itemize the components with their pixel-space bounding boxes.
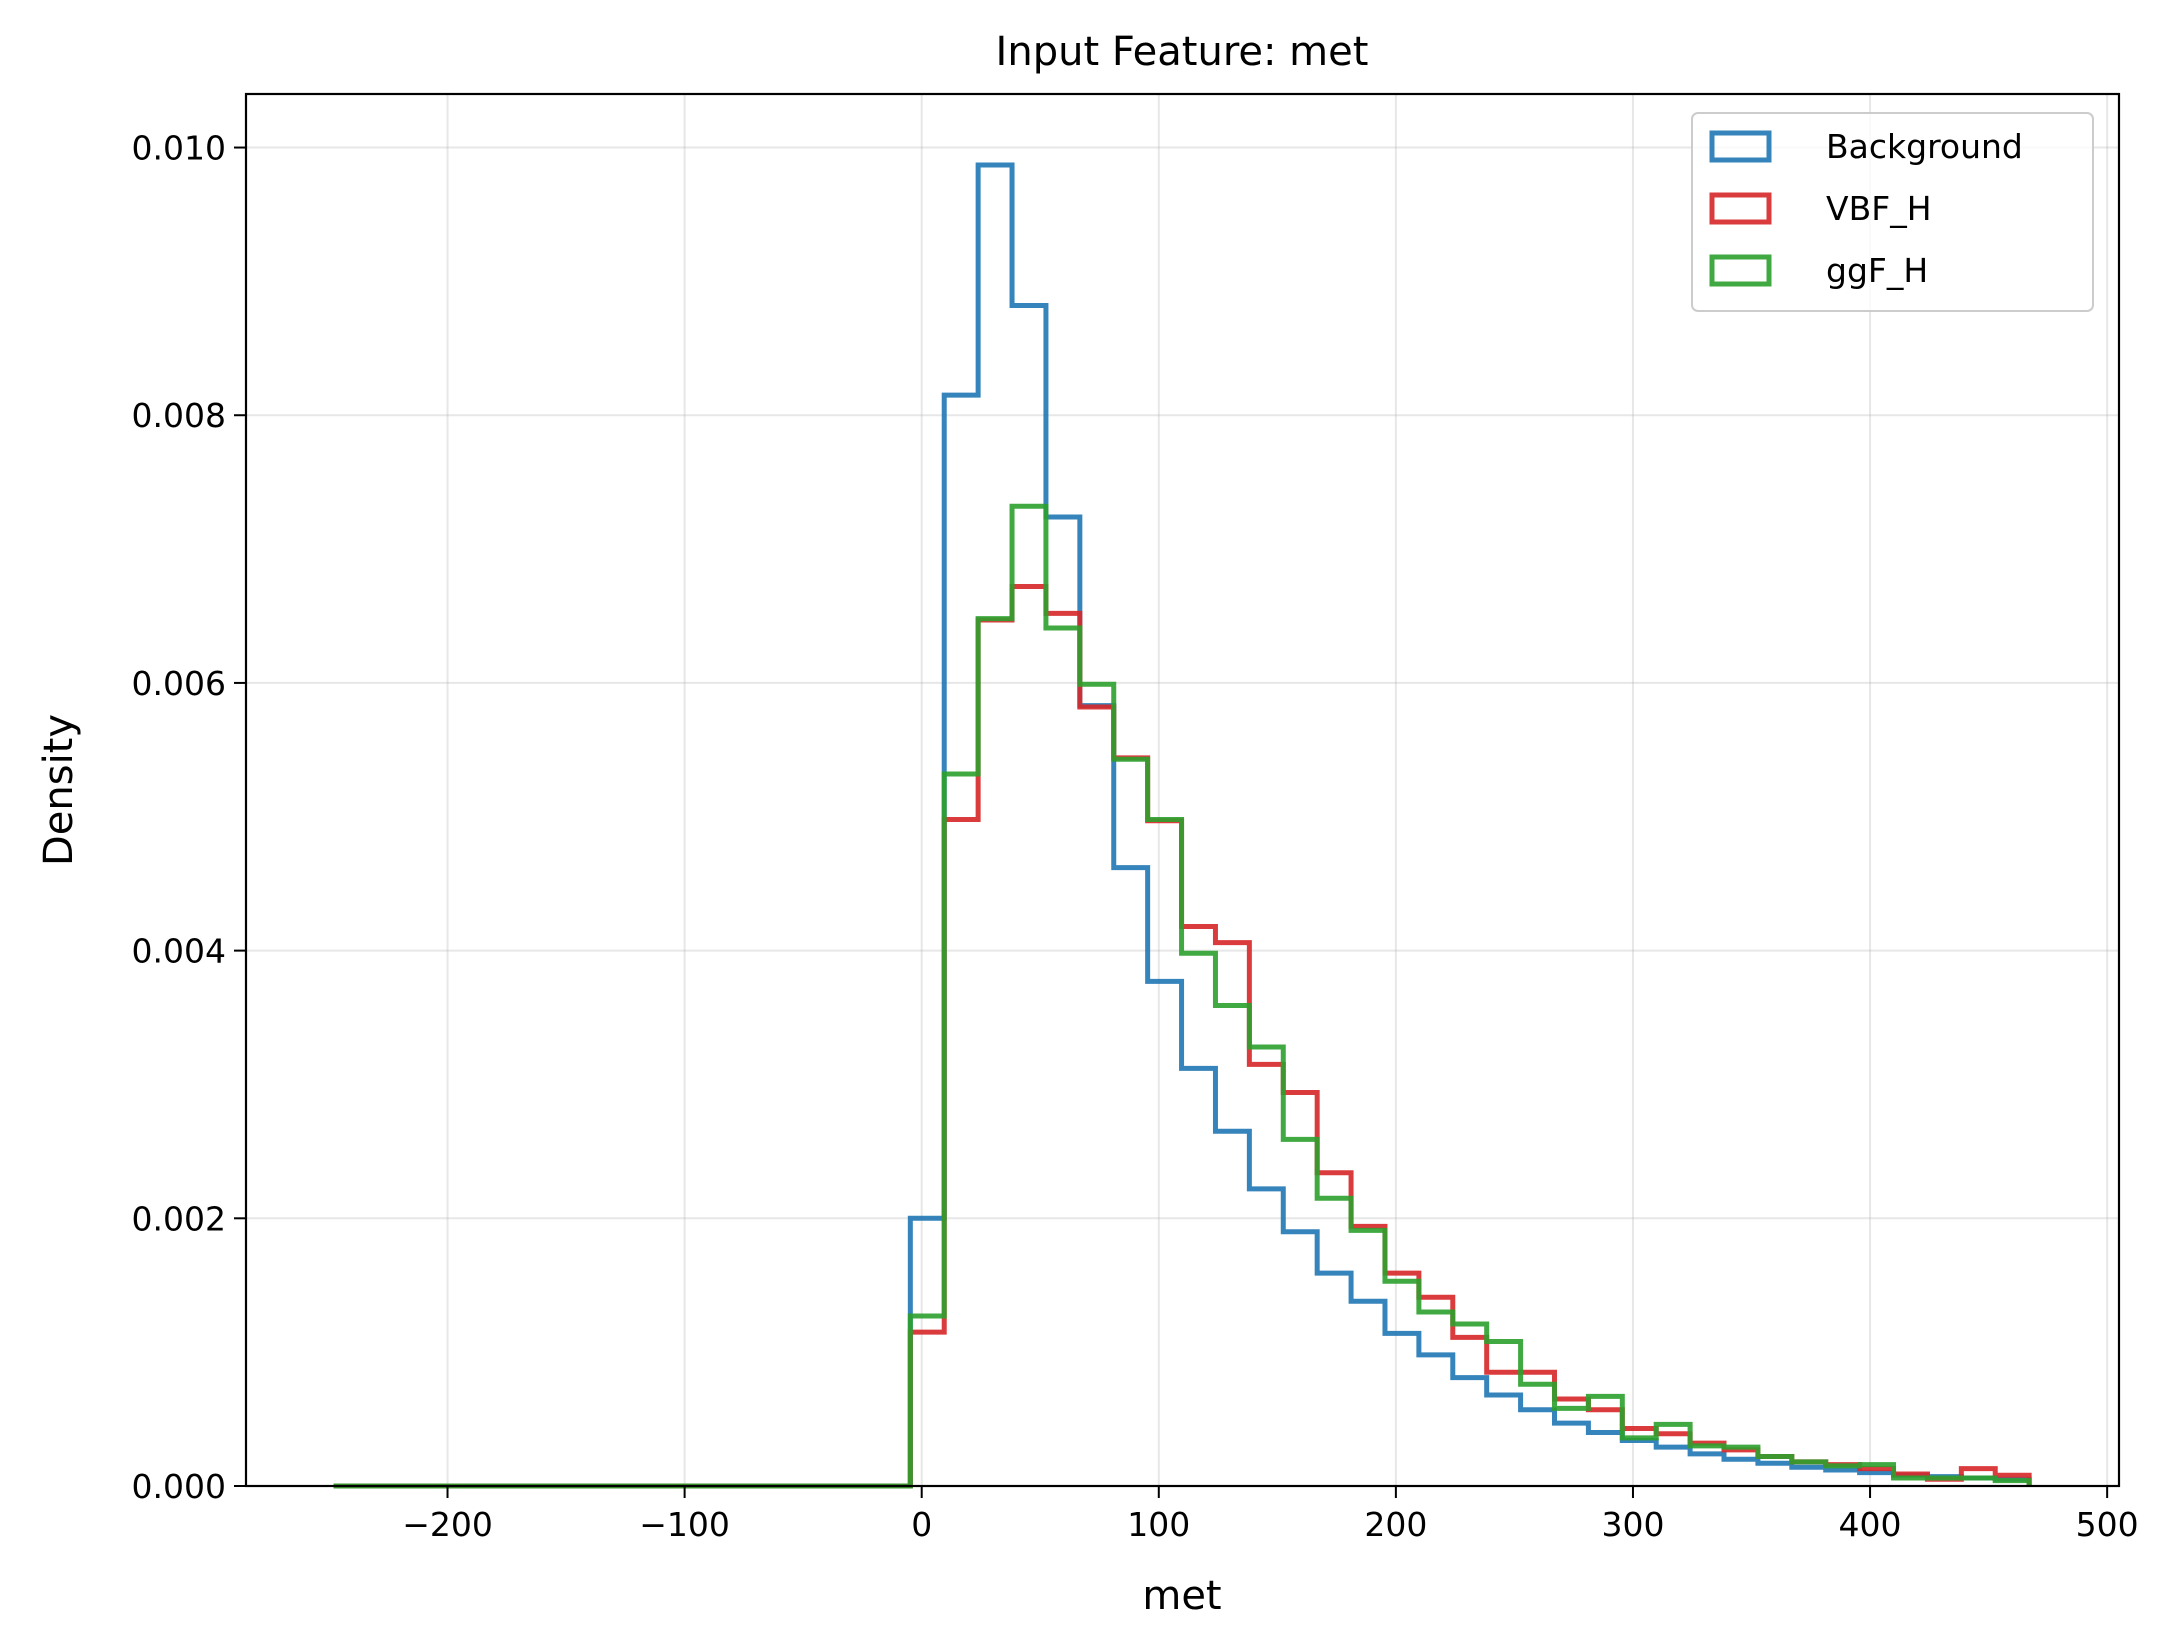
legend-label: VBF_H — [1826, 189, 1932, 228]
y-axis-ticks: 0.000 0.002 0.004 0.006 0.008 0.010 — [132, 129, 246, 1506]
x-tick-label: 300 — [1601, 1505, 1664, 1544]
x-tick-label: 500 — [2076, 1505, 2139, 1544]
x-tick-label: 0 — [911, 1505, 932, 1544]
y-tick-label: 0.010 — [132, 129, 226, 168]
y-axis-label: Density — [36, 714, 82, 866]
legend-swatch — [1709, 130, 1772, 163]
legend: Background VBF_H ggF_H — [1691, 112, 2094, 312]
x-tick-label: −200 — [402, 1505, 493, 1544]
legend-label: ggF_H — [1826, 251, 1928, 290]
chart-title: Input Feature: met — [996, 29, 1369, 75]
legend-box — [1691, 112, 2094, 312]
legend-label: Background — [1826, 127, 2023, 166]
plot-area-frame — [244, 92, 2121, 1488]
x-tick-label: −100 — [639, 1505, 730, 1544]
x-tick-label: 400 — [1839, 1505, 1902, 1544]
legend-swatch — [1709, 254, 1772, 287]
series-ggF_H-step — [333, 503, 2032, 1489]
x-axis-ticks: −200 −100 0 100 200 300 400 500 — [402, 1486, 2139, 1544]
y-tick-label: 0.008 — [132, 396, 226, 435]
x-tick-label: 200 — [1364, 1505, 1427, 1544]
y-tick-label: 0.004 — [132, 932, 226, 971]
series-Background-step — [333, 162, 2032, 1489]
y-tick-label: 0.000 — [132, 1467, 226, 1506]
histogram-series — [333, 162, 2032, 1489]
y-tick-label: 0.006 — [132, 664, 226, 703]
legend-swatch — [1709, 192, 1772, 225]
x-axis-label: met — [1142, 1573, 1221, 1619]
x-tick-label: 100 — [1127, 1505, 1190, 1544]
y-tick-label: 0.002 — [132, 1199, 226, 1238]
